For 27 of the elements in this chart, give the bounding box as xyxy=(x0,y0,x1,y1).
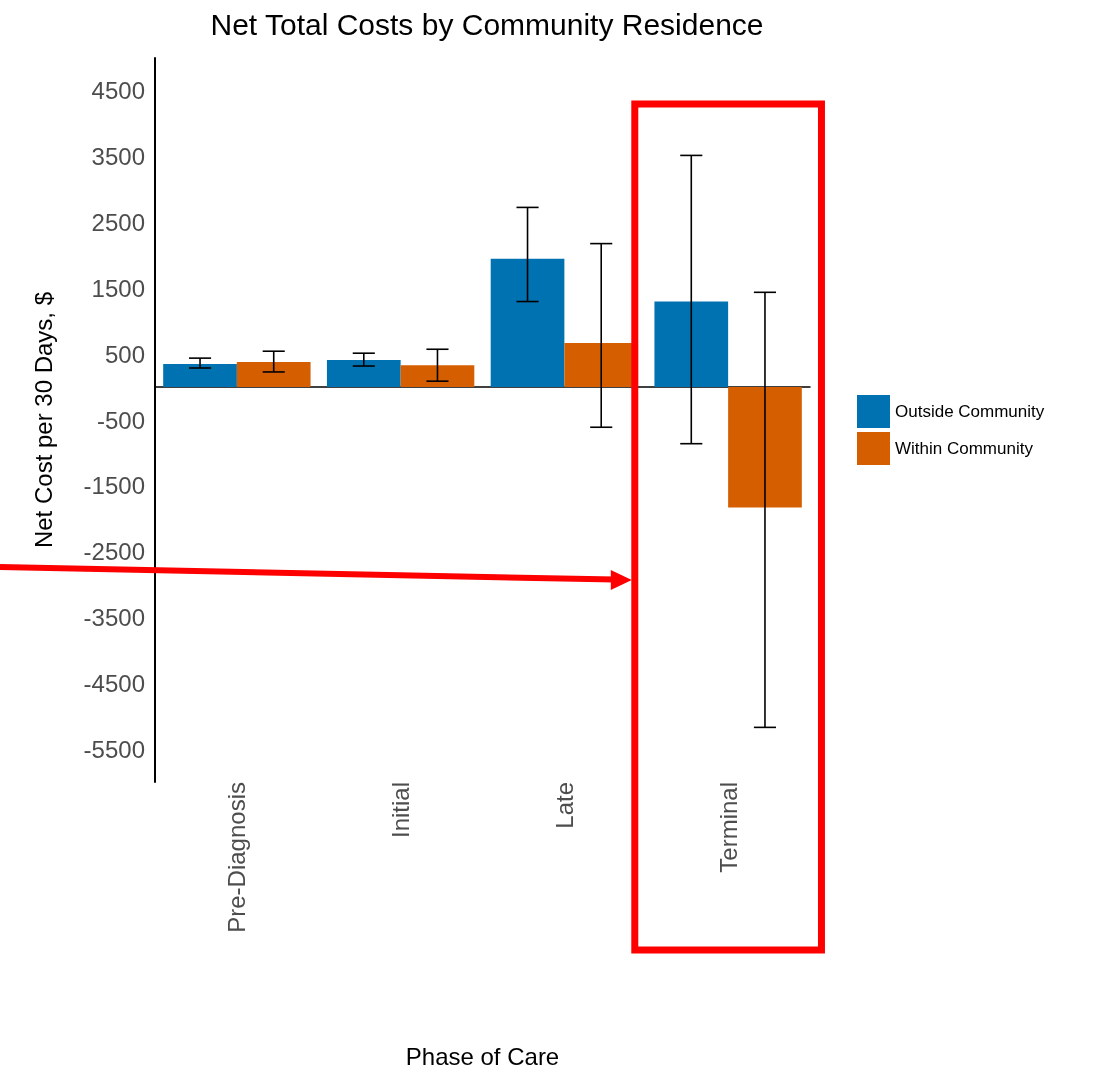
x-tick-label: Pre-Diagnosis xyxy=(223,782,251,933)
legend-label: Within Community xyxy=(895,439,1034,458)
bar xyxy=(326,360,401,388)
y-tick-label: -5500 xyxy=(83,735,145,763)
y-tick-label: 2500 xyxy=(91,209,145,237)
y-tick-label: -1500 xyxy=(83,472,145,500)
bar xyxy=(654,301,729,388)
x-axis-title: Phase of Care xyxy=(405,1042,560,1070)
y-tick-label: 500 xyxy=(104,340,145,368)
x-tick-label: Initial xyxy=(387,782,415,839)
bar xyxy=(728,387,802,508)
y-tick-label: 4500 xyxy=(91,77,145,105)
y-tick-label: -4500 xyxy=(83,669,145,697)
y-tick-label: 3500 xyxy=(91,143,145,171)
y-tick-label: -3500 xyxy=(83,603,145,631)
bar xyxy=(236,362,311,388)
y-axis-title: Net Cost per 30 Days, $ xyxy=(29,291,57,549)
bar xyxy=(400,365,475,388)
x-tick-label: Late xyxy=(550,782,578,829)
bar xyxy=(490,258,565,388)
bar xyxy=(163,364,237,388)
y-tick-label: 1500 xyxy=(91,274,145,302)
x-tick-label: Terminal xyxy=(714,782,742,873)
y-tick-label: -500 xyxy=(96,406,145,434)
y-tick-label: -2500 xyxy=(83,538,145,566)
legend-label: Outside Community xyxy=(895,402,1045,421)
chart-title: Net Total Costs by Community Residence xyxy=(210,7,764,41)
